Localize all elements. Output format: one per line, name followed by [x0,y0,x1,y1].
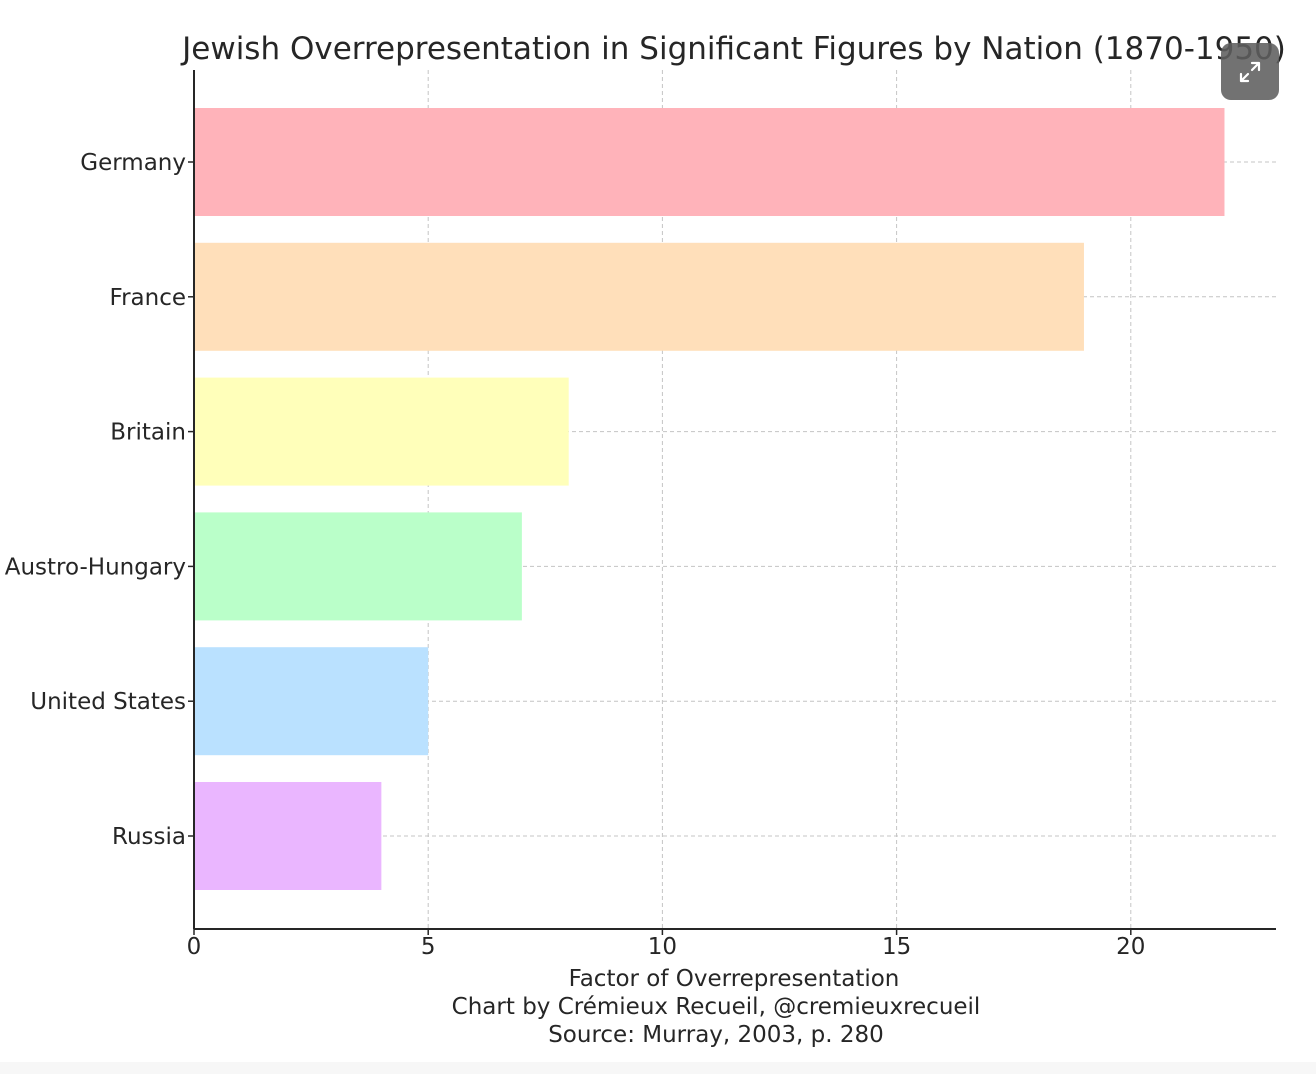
bar-united-states [195,647,429,756]
chart-title: Jewish Overrepresentation in Significant… [180,31,1286,67]
x-tick-label: 10 [648,934,677,960]
bar-britain [195,377,569,486]
bar-germany [195,108,1225,216]
expand-button[interactable] [1221,43,1279,100]
expand-icon [1239,61,1261,82]
y-tick-label: Austro-Hungary [5,554,186,580]
bar-russia [195,782,382,890]
bar-austro-hungary [195,512,522,621]
y-tick-label: Germany [80,150,186,176]
chart-credit: Chart by Crémieux Recueil, @cremieuxrecu… [452,994,981,1020]
bar-france [195,242,1084,351]
bottom-divider [0,1062,1316,1074]
x-tick-label: 0 [187,934,202,960]
y-tick-label: France [110,285,186,311]
x-axis-label: Factor of Overrepresentation [569,966,900,992]
x-tick-label: 15 [882,934,911,960]
x-tick-label: 5 [421,934,436,960]
y-tick-label: Britain [110,420,186,446]
chart-source: Source: Murray, 2003, p. 280 [548,1022,884,1048]
y-tick-label: United States [30,689,186,715]
y-tick-label: Russia [112,824,186,850]
x-tick-label: 20 [1116,934,1145,960]
